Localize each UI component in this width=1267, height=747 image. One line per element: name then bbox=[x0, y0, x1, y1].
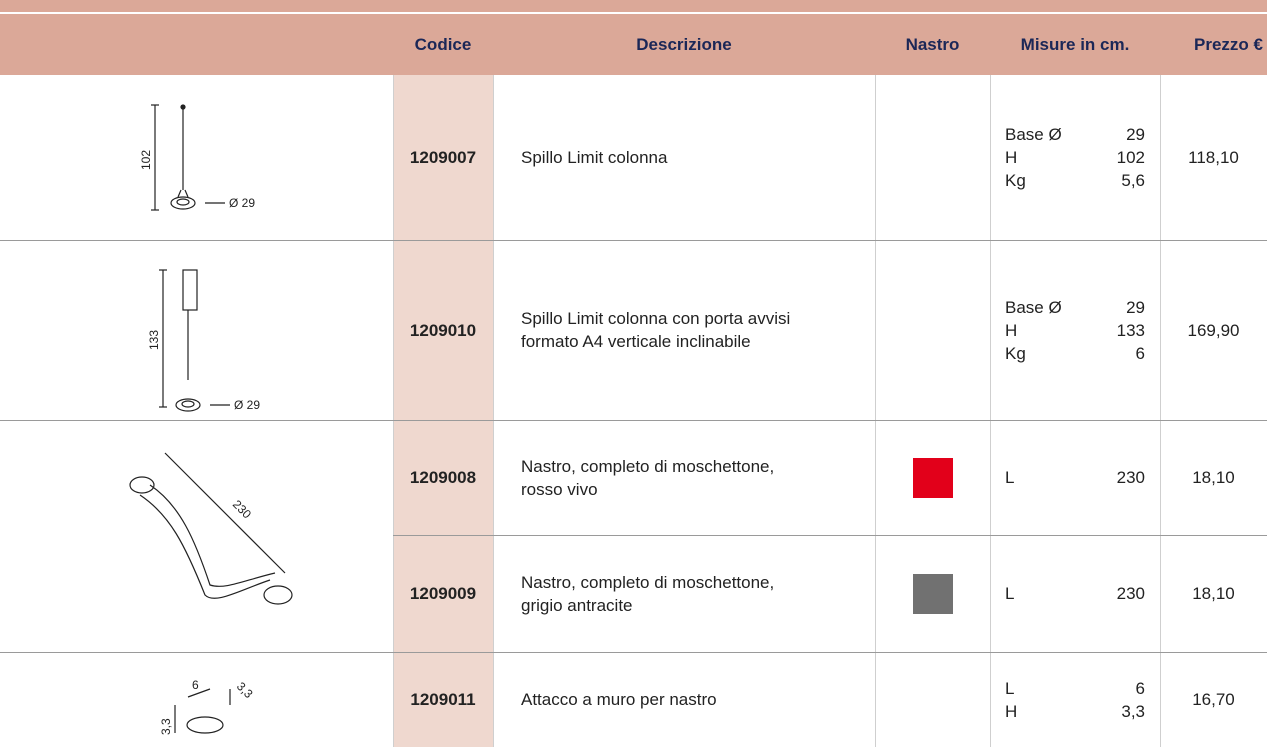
description-text: Spillo Limit colonna con porta avvisi for… bbox=[521, 307, 790, 353]
measure-value: 102 bbox=[1116, 148, 1145, 167]
description-line: Spillo Limit colonna con porta avvisi bbox=[521, 309, 791, 328]
dimension-label: Ø 29 bbox=[229, 196, 255, 210]
measure-label: H bbox=[1005, 701, 1018, 721]
price: 169,90 bbox=[1187, 320, 1240, 340]
price: 118,10 bbox=[1188, 148, 1239, 167]
ribbon-swatch bbox=[913, 573, 953, 614]
measure-value: 133 bbox=[1116, 320, 1145, 340]
measure-value: 6 bbox=[1135, 343, 1145, 363]
dimension-label: 6 bbox=[192, 678, 199, 692]
row-divider bbox=[393, 535, 1267, 536]
measures: Base Ø 29 H 133 Kg 6 bbox=[990, 240, 1160, 420]
measures-list: Base Ø 29 H 133 Kg 6 bbox=[1005, 296, 1145, 365]
measures-list: L 230 bbox=[1005, 582, 1145, 605]
row-divider bbox=[0, 652, 1267, 653]
measure-label: Base Ø bbox=[1005, 297, 1062, 317]
header-row bbox=[0, 14, 1267, 75]
dimension-label: 3,3 bbox=[159, 718, 173, 735]
measure-row: Kg 5,6 bbox=[1005, 169, 1145, 192]
description: Nastro, completo di moschettone, grigio a… bbox=[493, 535, 875, 652]
measure-row: H 3,3 bbox=[1005, 700, 1145, 723]
measures-list: Base Ø 29 H 102 Kg 5,6 bbox=[1005, 123, 1145, 192]
measure-value: 3,3 bbox=[1121, 701, 1145, 721]
measures: L 6 H 3,3 bbox=[990, 652, 1160, 747]
measures-list: L 6 H 3,3 bbox=[1005, 677, 1145, 723]
measure-label: L bbox=[1005, 468, 1015, 487]
measure-label: Kg bbox=[1005, 171, 1026, 190]
measure-label: L bbox=[1005, 678, 1015, 698]
product-code: 1209010 bbox=[409, 320, 477, 340]
row-divider bbox=[0, 240, 1267, 241]
measure-label: L bbox=[1005, 584, 1015, 603]
description-line: Spillo Limit colonna bbox=[521, 148, 668, 167]
column-divider bbox=[1160, 75, 1161, 747]
description-line: grigio antracite bbox=[521, 595, 633, 615]
column-header: Prezzo € bbox=[1194, 34, 1263, 54]
measure-value: 6 bbox=[1135, 678, 1145, 698]
description-line: rosso vivo bbox=[521, 479, 598, 499]
dimension-label: 133 bbox=[147, 330, 161, 350]
price: 16,70 bbox=[1192, 690, 1235, 709]
description: Spillo Limit colonna con porta avvisi for… bbox=[493, 240, 875, 420]
measure-row: L 230 bbox=[1005, 582, 1145, 605]
row-divider bbox=[0, 420, 1267, 421]
measures-list: L 230 bbox=[1005, 466, 1145, 489]
column-header: Codice bbox=[414, 34, 472, 54]
description-text: Nastro, completo di moschettone, rosso vi… bbox=[521, 455, 774, 501]
measures: Base Ø 29 H 102 Kg 5,6 bbox=[990, 75, 1160, 240]
column-divider bbox=[875, 75, 876, 747]
measure-row: H 133 bbox=[1005, 319, 1145, 342]
product-code: 1209008 bbox=[409, 468, 477, 487]
ribbon-swatch bbox=[913, 457, 953, 498]
description: Nastro, completo di moschettone, rosso vi… bbox=[493, 420, 875, 535]
measure-label: H bbox=[1005, 320, 1018, 340]
price: 18,10 bbox=[1192, 584, 1235, 603]
top-band bbox=[0, 0, 1267, 12]
measure-row: L 230 bbox=[1005, 466, 1145, 489]
product-code: 1209009 bbox=[409, 584, 477, 603]
measure-value: 230 bbox=[1116, 584, 1145, 603]
description-line: Nastro, completo di moschettone, bbox=[521, 572, 775, 592]
dimension-label: 230 bbox=[230, 497, 254, 521]
measure-value: 5,6 bbox=[1121, 171, 1145, 190]
measure-label: H bbox=[1005, 148, 1018, 167]
column-header: Descrizione bbox=[636, 34, 732, 54]
description: Attacco a muro per nastro bbox=[493, 652, 875, 747]
description-text: Attacco a muro per nastro bbox=[521, 688, 717, 711]
column-header: Misure in cm. bbox=[1020, 34, 1130, 54]
measure-label: Base Ø bbox=[1005, 125, 1062, 144]
measure-row: Base Ø 29 bbox=[1005, 123, 1145, 146]
description-text: Spillo Limit colonna bbox=[521, 146, 667, 169]
dimension-label: Ø 29 bbox=[234, 398, 260, 412]
measure-row: Kg 6 bbox=[1005, 342, 1145, 365]
measure-row: H 102 bbox=[1005, 146, 1145, 169]
measures: L 230 bbox=[990, 535, 1160, 652]
measure-value: 230 bbox=[1116, 468, 1145, 487]
measure-value: 29 bbox=[1126, 297, 1145, 317]
code-column-bg bbox=[393, 75, 493, 747]
dimension-label: 102 bbox=[139, 150, 153, 170]
description-line: formato A4 verticale inclinabile bbox=[521, 332, 751, 351]
product-drawings: 102 Ø 29 133 Ø 29 230 6 3,3 3,3 bbox=[129, 104, 293, 735]
description-text: Nastro, completo di moschettone, grigio a… bbox=[521, 571, 774, 617]
column-divider bbox=[393, 75, 394, 747]
dimension-label: 3,3 bbox=[234, 679, 256, 701]
column-divider bbox=[493, 75, 494, 747]
column-divider bbox=[990, 75, 991, 747]
description-line: Attacco a muro per nastro bbox=[521, 690, 717, 709]
description: Spillo Limit colonna bbox=[493, 75, 875, 240]
measure-label: Kg bbox=[1005, 343, 1026, 363]
measures: L 230 bbox=[990, 420, 1160, 535]
description-line: Nastro, completo di moschettone, bbox=[521, 456, 775, 476]
product-code: 1209011 bbox=[410, 690, 476, 709]
measure-row: Base Ø 29 bbox=[1005, 296, 1145, 319]
measure-value: 29 bbox=[1126, 125, 1145, 144]
column-header: Nastro bbox=[905, 34, 960, 54]
product-code: 1209007 bbox=[409, 148, 477, 167]
price: 18,10 bbox=[1192, 468, 1235, 487]
